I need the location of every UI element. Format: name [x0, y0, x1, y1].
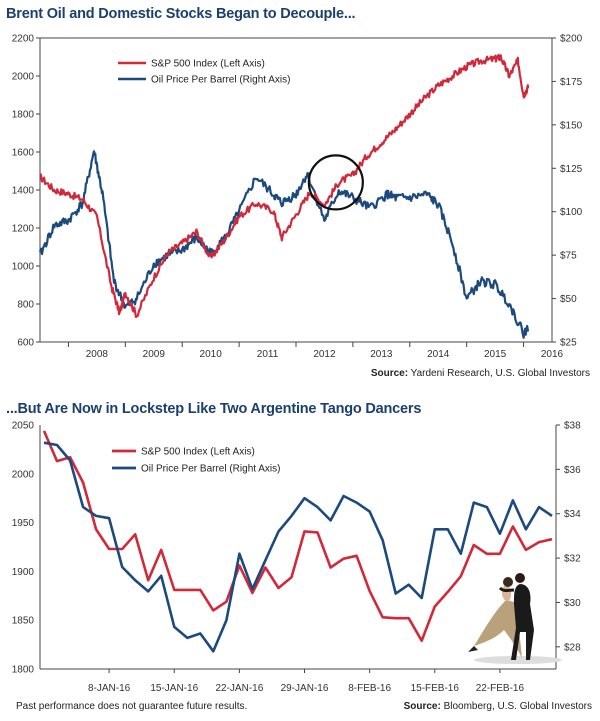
y-left-tick-label: 600 — [17, 338, 34, 349]
x-tick-label: 2010 — [200, 349, 223, 360]
source-text: Bloomberg, U.S. Global Investors — [440, 701, 592, 712]
chart-1-source: Source: Yardeni Research, U.S. Global In… — [371, 368, 590, 379]
y-right-tick-label: $50 — [560, 294, 577, 305]
series-line — [43, 441, 553, 653]
y-left-tick-label: 1600 — [12, 148, 35, 159]
y-left-tick-label: 2200 — [12, 34, 35, 45]
y-left-tick-label: 1850 — [12, 616, 35, 627]
x-tick-label: 2016 — [541, 349, 564, 360]
y-left-tick-label: 1900 — [12, 567, 35, 578]
x-tick-label: 15-JAN-16 — [150, 683, 198, 694]
chart-2-source: Source: Bloomberg, U.S. Global Investors — [404, 701, 592, 712]
floor-shadow — [474, 656, 562, 664]
y-left-tick-label: 1200 — [12, 224, 35, 235]
y-left-tick-label: 1400 — [12, 186, 35, 197]
y-right-tick-label: $125 — [560, 164, 583, 175]
legend-label-sp500: S&P 500 Index (Left Axis) — [151, 59, 265, 70]
x-tick-label: 8-FEB-16 — [348, 683, 391, 694]
x-tick-label: 2015 — [484, 349, 507, 360]
x-tick-label: 15-FEB-16 — [411, 683, 460, 694]
y-right-tick-label: $28 — [564, 642, 581, 653]
dress-shape — [474, 600, 522, 658]
y-left-tick-label: 1950 — [12, 518, 35, 529]
x-tick-label: 2012 — [313, 349, 336, 360]
x-tick-label: 22-JAN-16 — [215, 683, 263, 694]
x-tick-label: 2011 — [257, 349, 279, 360]
y-left-tick-label: 2000 — [12, 72, 35, 83]
legend-label-oil: Oil Price Per Barrel (Right Axis) — [141, 464, 280, 475]
x-tick-label: 2009 — [143, 349, 166, 360]
y-right-tick-label: $36 — [564, 465, 581, 476]
y-right-tick-label: $38 — [564, 421, 581, 432]
x-tick-label: 8-JAN-16 — [88, 683, 131, 694]
y-right-tick-label: $25 — [560, 338, 577, 349]
y-right-tick-label: $200 — [560, 34, 583, 45]
y-right-tick-label: $30 — [564, 598, 581, 609]
y-left-tick-label: 1800 — [12, 110, 35, 121]
y-left-tick-label: 800 — [17, 300, 34, 311]
x-tick-label: 2008 — [86, 349, 109, 360]
chart-1-title: Brent Oil and Domestic Stocks Began to D… — [6, 6, 356, 22]
series-line — [42, 430, 553, 642]
x-tick-label: 2013 — [370, 349, 393, 360]
x-tick-label: 22-FEB-16 — [476, 683, 525, 694]
y-left-tick-label: 2000 — [12, 469, 35, 480]
woman-head — [503, 577, 513, 587]
y-left-tick-label: 1000 — [12, 262, 35, 273]
legend-label-oil: Oil Price Per Barrel (Right Axis) — [151, 75, 290, 86]
y-right-tick-label: $75 — [560, 251, 577, 262]
chart-2-title: ...But Are Now in Lockstep Like Two Arge… — [6, 401, 422, 417]
y-right-tick-label: $32 — [564, 554, 581, 565]
man-suit — [511, 584, 534, 660]
y-left-tick-label: 1800 — [12, 665, 35, 676]
tango-dancers-illustration — [468, 573, 562, 664]
legend-label-sp500: S&P 500 Index (Left Axis) — [141, 447, 255, 458]
series-line — [39, 53, 530, 318]
series-line — [38, 150, 530, 339]
y-right-tick-label: $34 — [564, 509, 581, 520]
disclaimer-text: Past performance does not guarantee futu… — [16, 701, 248, 712]
source-label: Source: — [403, 701, 441, 712]
y-right-tick-label: $150 — [560, 120, 583, 131]
man-head — [515, 573, 525, 583]
y-right-tick-label: $175 — [560, 77, 583, 88]
source-text: Yardeni Research, U.S. Global Investors — [408, 368, 590, 379]
y-left-tick-label: 2050 — [12, 421, 35, 432]
man-arm — [498, 586, 515, 592]
x-tick-label: 29-JAN-16 — [281, 683, 329, 694]
source-label: Source: — [370, 368, 409, 379]
decouple-line-chart: 600 800 1000 1200 1400 1600 1800 2000 2200 $25 $50… — [12, 34, 583, 361]
shoe-shape — [468, 646, 478, 652]
y-right-tick-label: $100 — [560, 207, 583, 218]
x-tick-label: 2014 — [427, 349, 450, 360]
annotation-circle — [307, 154, 364, 211]
